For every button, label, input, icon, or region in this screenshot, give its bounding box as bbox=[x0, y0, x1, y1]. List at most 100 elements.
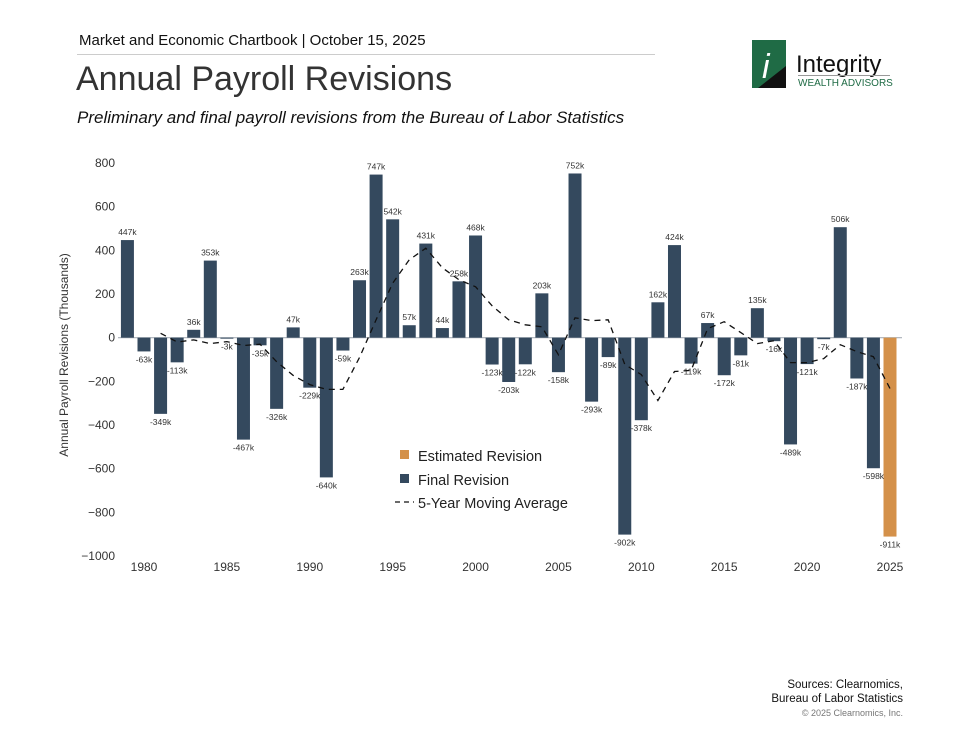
y-tick-label: 600 bbox=[95, 200, 115, 214]
x-tick-label: 1980 bbox=[131, 560, 158, 574]
bar-data-label: -89k bbox=[600, 360, 617, 370]
bar-data-label: -467k bbox=[233, 443, 255, 453]
sources: Sources: Clearnomics, Bureau of Labor St… bbox=[771, 678, 903, 706]
header-divider bbox=[77, 54, 655, 55]
final-revision-bar bbox=[402, 325, 416, 338]
final-revision-bar bbox=[319, 337, 333, 478]
bar-data-label: -902k bbox=[614, 538, 636, 548]
y-axis-label: Annual Payroll Revisions (Thousands) bbox=[57, 253, 71, 456]
bar-data-label: -7k bbox=[818, 342, 831, 352]
bar-data-label: 57k bbox=[402, 312, 416, 322]
bar-data-label: 506k bbox=[831, 214, 850, 224]
final-revision-bar bbox=[369, 174, 383, 338]
y-tick-label: −1000 bbox=[81, 549, 115, 563]
final-revision-bar bbox=[187, 329, 201, 338]
bar-data-label: -326k bbox=[266, 412, 288, 422]
final-revision-bar bbox=[120, 240, 134, 338]
x-tick-label: 2020 bbox=[794, 560, 821, 574]
final-revision-bar bbox=[651, 302, 665, 338]
final-revision-bar bbox=[585, 337, 599, 402]
x-tick-label: 2015 bbox=[711, 560, 738, 574]
bar-data-label: -119k bbox=[681, 367, 702, 377]
bar-data-label: -158k bbox=[548, 375, 570, 385]
bar-data-label: -187k bbox=[846, 381, 868, 391]
x-tick-label: 1995 bbox=[379, 560, 406, 574]
final-revision-bar bbox=[866, 337, 880, 469]
chartbook-header: Market and Economic Chartbook | October … bbox=[79, 32, 426, 49]
final-revision-bar bbox=[767, 337, 781, 342]
final-revision-bar bbox=[286, 327, 300, 338]
final-revision-bar bbox=[817, 337, 831, 340]
final-revision-bar bbox=[452, 281, 466, 338]
final-revision-bar bbox=[485, 337, 499, 365]
bar-data-label: -59k bbox=[335, 354, 352, 364]
bar-data-label: 424k bbox=[665, 232, 684, 242]
moving-average-line bbox=[160, 247, 891, 402]
estimated-revision-bar bbox=[883, 337, 897, 537]
x-tick-label: 1985 bbox=[214, 560, 241, 574]
x-tick-label: 2000 bbox=[462, 560, 489, 574]
final-revision-bar bbox=[518, 337, 532, 365]
y-tick-label: −600 bbox=[88, 462, 115, 476]
copyright: © 2025 Clearnomics, Inc. bbox=[801, 708, 903, 718]
bar-data-label: -123k bbox=[482, 368, 504, 378]
bar-data-label: -489k bbox=[780, 447, 802, 457]
bar-data-label: 258k bbox=[450, 268, 469, 278]
final-revision-bar bbox=[568, 173, 582, 338]
final-revision-bar bbox=[435, 328, 449, 338]
sources-line-2: Bureau of Labor Statistics bbox=[771, 693, 903, 705]
y-tick-label: −400 bbox=[88, 418, 115, 432]
bar-data-label: -113k bbox=[167, 365, 188, 375]
final-revision-bar bbox=[717, 337, 731, 376]
bar-data-label: -293k bbox=[581, 405, 603, 415]
y-tick-label: 800 bbox=[95, 156, 115, 170]
final-revision-bar bbox=[137, 337, 151, 352]
integrity-logo: i Integrity WEALTH ADVISORS bbox=[752, 40, 893, 89]
bar-data-label: -598k bbox=[863, 471, 885, 481]
x-tick-label: 2005 bbox=[545, 560, 572, 574]
bar-data-label: -121k bbox=[796, 367, 818, 377]
payroll-revisions-chart: 447k -63k -349k -113k 36k 353k -3k -467k -35k -32… bbox=[57, 156, 904, 574]
bar-data-label: 542k bbox=[383, 206, 402, 216]
bar-data-label: -35k bbox=[252, 348, 269, 358]
svg-text:i: i bbox=[762, 48, 771, 86]
sources-line-1: Sources: Clearnomics, bbox=[787, 679, 903, 691]
bar-data-label: 752k bbox=[566, 160, 585, 170]
bar-data-label: -3k bbox=[221, 341, 234, 351]
bar-data-label: 47k bbox=[286, 314, 300, 324]
y-tick-label: 200 bbox=[95, 287, 115, 301]
svg-text:Integrity: Integrity bbox=[796, 51, 881, 78]
legend-swatch-final bbox=[400, 474, 409, 483]
bar-data-label: 468k bbox=[466, 222, 485, 232]
bar-data-label: 447k bbox=[118, 227, 137, 237]
final-revision-bar bbox=[253, 337, 267, 346]
x-tick-label: 2010 bbox=[628, 560, 655, 574]
bar-data-label: -378k bbox=[631, 423, 653, 433]
final-revision-bar bbox=[601, 337, 615, 358]
bar-data-label: 135k bbox=[748, 295, 767, 305]
x-tick-label: 2025 bbox=[877, 560, 904, 574]
page-title: Annual Payroll Revisions bbox=[76, 60, 453, 98]
y-tick-label: −200 bbox=[88, 374, 115, 388]
final-revision-bar bbox=[850, 337, 864, 379]
final-revision-bar bbox=[502, 337, 516, 382]
y-tick-label: 0 bbox=[108, 331, 115, 345]
bar-data-label: 747k bbox=[367, 162, 386, 172]
final-revision-bar bbox=[154, 337, 168, 414]
final-revision-bar bbox=[220, 337, 234, 339]
svg-text:WEALTH ADVISORS: WEALTH ADVISORS bbox=[798, 78, 893, 89]
bar-data-label: 431k bbox=[417, 231, 436, 241]
final-revision-bar bbox=[701, 323, 715, 338]
final-revision-bar bbox=[353, 280, 367, 338]
bar-data-label: 353k bbox=[201, 248, 220, 258]
bar-data-label: -349k bbox=[150, 417, 172, 427]
final-revision-bar bbox=[203, 260, 217, 338]
final-revision-bar bbox=[303, 337, 317, 388]
legend-label-estimated: Estimated Revision bbox=[418, 449, 542, 465]
final-revision-bar bbox=[750, 308, 764, 338]
final-revision-bar bbox=[386, 219, 400, 338]
bar-data-label: 203k bbox=[533, 280, 552, 290]
bar-data-label: -172k bbox=[714, 378, 736, 388]
y-tick-label: −800 bbox=[88, 505, 115, 519]
